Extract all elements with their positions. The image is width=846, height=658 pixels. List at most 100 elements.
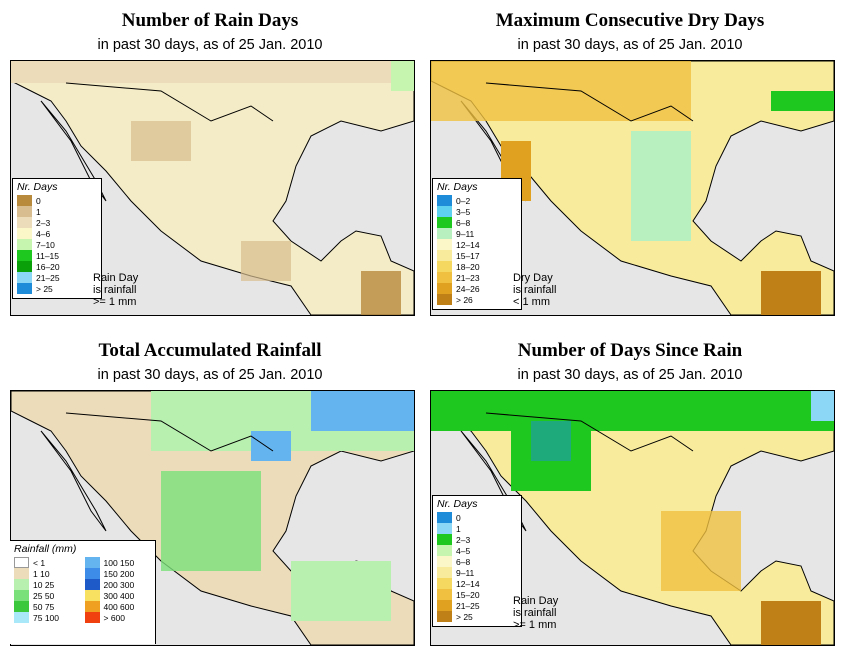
legend-label: 75 100 (33, 612, 59, 623)
legend-entry: 4–6 (17, 228, 97, 239)
legend-entry: 18–20 (437, 261, 517, 272)
legend-swatch (17, 283, 32, 294)
legend-swatch (84, 568, 100, 579)
legend-label: 0 (456, 512, 461, 523)
legend-title: Nr. Days (437, 498, 478, 510)
legend-entry: 2–3 (437, 534, 517, 545)
legend-swatch (84, 612, 100, 623)
legend-label: 6–8 (456, 217, 471, 228)
legend-entry: 10 25 (14, 579, 81, 590)
legend-entry: 1 (17, 206, 97, 217)
legend-title: Nr. Days (17, 181, 58, 193)
legend-swatch (84, 590, 100, 601)
legend-swatch (17, 261, 32, 272)
legend-label: 21–25 (456, 600, 480, 611)
legend-swatch (14, 568, 29, 579)
rain-day-note: Rain Day is rainfall >= 1 mm (513, 595, 558, 631)
legend-label: 50 75 (33, 601, 55, 612)
legend-label: 9–11 (456, 567, 475, 578)
legend-swatch (17, 239, 32, 250)
legend-swatch (14, 557, 29, 568)
note-line: >= 1 mm (93, 296, 137, 308)
panel-subtitle: in past 30 days, as of 25 Jan. 2010 (517, 37, 743, 53)
legend-entry: 24–26 (437, 283, 517, 294)
legend-entry: > 25 (437, 611, 517, 622)
note-line: Rain Day (93, 272, 139, 284)
legend-label: 15–17 (456, 250, 480, 261)
legend-entry: 400 600 (84, 601, 152, 612)
legend-swatch (437, 556, 452, 567)
legend-entry: 12–14 (437, 578, 517, 589)
legend-entry: 200 300 (84, 579, 152, 590)
legend-swatch (437, 523, 452, 534)
panel-rain-days: Number of Rain Days in past 30 days, as … (0, 0, 420, 320)
rain-day-note: Rain Day is rainfall >= 1 mm (93, 272, 138, 308)
legend-swatch (14, 579, 29, 590)
legend-entry: 6–8 (437, 217, 517, 228)
panel-dry-days: Maximum Consecutive Dry Days in past 30 … (420, 0, 840, 320)
legend-label: 15–20 (456, 589, 480, 600)
legend-entry: 12–14 (437, 239, 517, 250)
legend-swatch (437, 589, 452, 600)
legend-label: 400 600 (103, 601, 135, 612)
legend-entry: > 25 (17, 283, 97, 294)
legend-entry: > 600 (84, 612, 152, 623)
legend-entry: 300 400 (84, 590, 152, 601)
legend-entry: 21–25 (437, 600, 517, 611)
map-rainfall (10, 390, 415, 646)
legend-entry: 16–20 (17, 261, 97, 272)
legend-label: > 25 (36, 283, 53, 294)
legend-swatch (17, 206, 32, 217)
panel-subtitle: in past 30 days, as of 25 Jan. 2010 (97, 37, 323, 53)
legend-label: 18–20 (456, 261, 480, 272)
note-line: is rainfall (93, 284, 137, 296)
legend-label: 0 (36, 195, 41, 206)
legend-entry: 0 (17, 195, 97, 206)
legend-entry: < 1 (14, 557, 81, 568)
legend-label: > 25 (456, 611, 473, 622)
panel-title: Number of Rain Days (121, 10, 299, 31)
legend-swatch (17, 272, 32, 283)
note-line: Dry Day (513, 272, 553, 284)
legend-swatch (437, 600, 452, 611)
legend-label: 4–5 (456, 545, 471, 556)
legend-swatch (84, 557, 100, 568)
legend-swatch (84, 601, 100, 612)
legend-title: Nr. Days (437, 181, 478, 193)
legend-label: 9–11 (456, 228, 475, 239)
legend-label: 25 50 (33, 590, 55, 601)
legend-entry: > 26 (437, 294, 517, 305)
legend-swatch (14, 590, 29, 601)
legend-entry: 75 100 (14, 612, 81, 623)
legend-entry: 7–10 (17, 239, 97, 250)
legend: Nr. Days 0 1 2–3 4–5 6–8 9–11 12–14 15–20 21–25 >… (432, 495, 522, 627)
legend-swatch (437, 239, 452, 250)
note-line: is rainfall (513, 284, 557, 296)
legend-label: 21–23 (456, 272, 480, 283)
legend-swatch (437, 272, 452, 283)
legend-label: 0–2 (456, 195, 471, 206)
legend-swatch (437, 217, 452, 228)
legend-swatch (437, 228, 452, 239)
legend-entry: 150 200 (84, 568, 152, 579)
legend-label: 200 300 (103, 579, 135, 590)
legend-label: 1 (36, 206, 41, 217)
legend-entry: 0–2 (437, 195, 517, 206)
legend-swatch (437, 250, 452, 261)
dry-day-note: Dry Day is rainfall < 1 mm (513, 272, 556, 308)
legend-label: 2–3 (456, 534, 471, 545)
legend-label: 2–3 (36, 217, 51, 228)
panel-rainfall: Total Accumulated Rainfall in past 30 da… (0, 330, 420, 650)
legend-swatch (17, 217, 32, 228)
legend-entry: 9–11 (437, 567, 517, 578)
panel-subtitle: in past 30 days, as of 25 Jan. 2010 (517, 367, 743, 383)
panel-title: Total Accumulated Rainfall (98, 340, 322, 361)
panel-subtitle: in past 30 days, as of 25 Jan. 2010 (97, 367, 323, 383)
legend-label: 21–25 (36, 272, 60, 283)
legend-entry: 3–5 (437, 206, 517, 217)
legend-swatch (14, 612, 29, 623)
legend-label: 12–14 (456, 578, 480, 589)
legend-entry: 50 75 (14, 601, 81, 612)
legend-entry: 0 (437, 512, 517, 523)
